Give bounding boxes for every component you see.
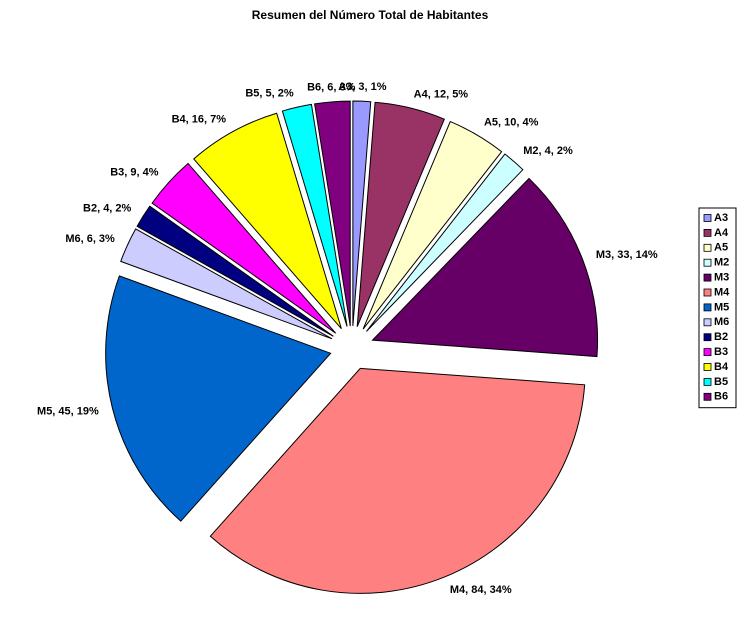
data-label: M4, 84, 34% (450, 584, 512, 596)
pie-slice (281, 103, 348, 327)
data-label: B4, 16, 7% (172, 113, 227, 125)
pie-slice (151, 162, 337, 334)
pie-slice (356, 101, 445, 327)
legend-label: M4 (714, 286, 730, 298)
legend-swatch (703, 273, 712, 282)
pie-slice (362, 120, 503, 330)
data-label: B6, 6, 3% (307, 82, 356, 94)
pie-slice (314, 100, 351, 327)
legend-label: B2 (714, 331, 728, 343)
legend-label: B4 (714, 361, 729, 373)
data-label: M2, 4, 2% (523, 145, 573, 157)
legend-swatch (703, 377, 712, 386)
legend-swatch (703, 392, 712, 401)
data-label: B2, 4, 2% (83, 203, 132, 215)
data-label: A3, 3, 1% (338, 81, 387, 93)
pie-slice (371, 177, 599, 358)
chart-title: Resumen del Número Total de Habitantes (252, 8, 489, 22)
data-label: A4, 12, 5% (414, 88, 469, 100)
legend-swatch (703, 363, 712, 371)
legend-label: A5 (714, 242, 728, 254)
legend-label: M3 (714, 272, 729, 284)
legend-label: A4 (714, 227, 729, 239)
legend-swatch (703, 303, 712, 312)
legend-label: B3 (714, 346, 728, 358)
legend-swatch (703, 333, 712, 342)
legend-label: A3 (714, 212, 728, 224)
legend-label: M6 (714, 316, 729, 328)
data-label: M6, 6, 3% (65, 233, 115, 245)
data-label: A5, 10, 4% (484, 117, 539, 129)
legend-swatch (703, 318, 712, 327)
legend-swatch (703, 228, 712, 237)
pie-slice (352, 100, 372, 327)
legend-swatch (703, 348, 712, 357)
data-label: B5, 5, 2% (245, 88, 294, 100)
pie-slice (193, 112, 342, 330)
pie-slice (366, 153, 524, 332)
pie-slice (120, 228, 333, 340)
data-label: B3, 9, 4% (110, 167, 159, 179)
legend-swatch (703, 258, 712, 267)
legend-label: B6 (714, 391, 728, 403)
pie-slice (209, 367, 586, 594)
legend-label: B5 (714, 376, 728, 388)
data-label: M5, 45, 19% (37, 405, 99, 417)
legend-swatch (703, 214, 712, 222)
legend-label: M2 (714, 257, 729, 269)
data-label: M3, 33, 14% (596, 249, 658, 261)
legend-label: M5 (714, 301, 729, 313)
legend-swatch (703, 288, 712, 297)
legend-swatch (703, 243, 712, 252)
pie-slice (105, 275, 332, 522)
pie-slice (136, 205, 334, 337)
